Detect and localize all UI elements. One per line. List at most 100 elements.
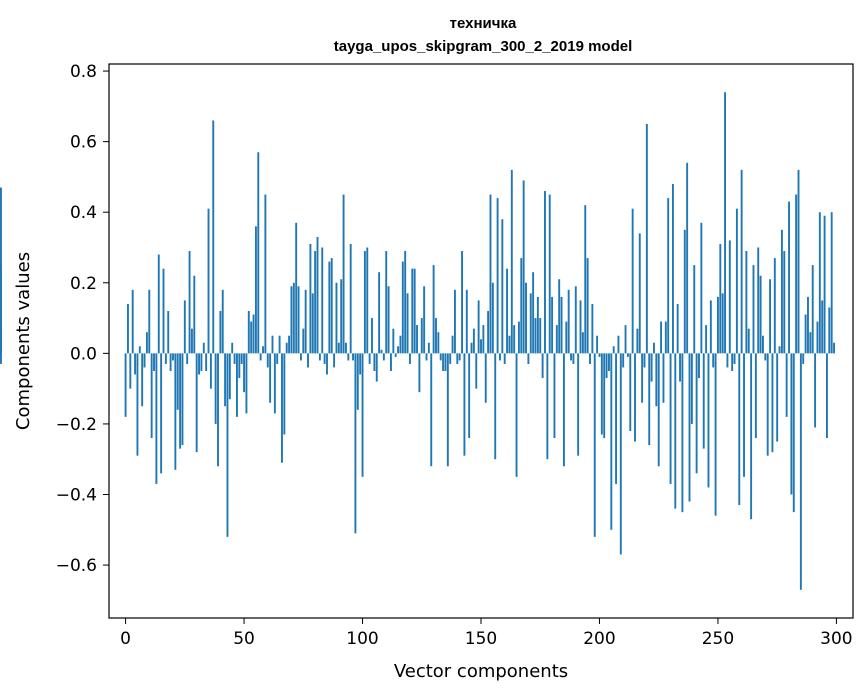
bar bbox=[574, 286, 577, 354]
bar bbox=[636, 328, 639, 354]
bar bbox=[499, 353, 501, 361]
bar bbox=[577, 353, 580, 456]
bar bbox=[392, 328, 395, 354]
x-axis-label: Vector components bbox=[394, 661, 568, 682]
bar bbox=[401, 261, 404, 354]
bar bbox=[641, 353, 644, 403]
bar bbox=[719, 243, 722, 354]
y-tick-label: −0.4 bbox=[56, 485, 97, 505]
bar bbox=[394, 353, 397, 357]
bar bbox=[484, 353, 487, 403]
bar bbox=[254, 226, 257, 354]
bar bbox=[285, 342, 288, 354]
bar bbox=[766, 353, 769, 456]
bar bbox=[385, 251, 388, 354]
bar bbox=[683, 229, 686, 354]
bar bbox=[233, 353, 236, 364]
bar bbox=[802, 353, 805, 364]
bar bbox=[209, 353, 212, 389]
bar bbox=[435, 318, 437, 354]
chart-subtitle: tayga_upos_skipgram_300_2_2019 model bbox=[334, 38, 633, 55]
bar bbox=[273, 353, 276, 414]
bar bbox=[728, 240, 731, 354]
bar bbox=[390, 353, 392, 371]
bar bbox=[427, 342, 430, 354]
bar bbox=[359, 353, 362, 375]
bar bbox=[726, 353, 729, 368]
bar bbox=[589, 353, 591, 364]
bar bbox=[207, 208, 210, 354]
bar bbox=[740, 169, 743, 354]
bar bbox=[352, 353, 354, 361]
bar bbox=[778, 346, 781, 354]
bar bbox=[721, 293, 724, 354]
bar bbox=[193, 275, 196, 354]
bar bbox=[138, 346, 141, 354]
bar bbox=[747, 328, 750, 354]
bar bbox=[292, 282, 295, 354]
bar bbox=[821, 300, 824, 354]
bar bbox=[169, 353, 172, 371]
y-tick-label: 0.6 bbox=[70, 133, 97, 153]
bar bbox=[162, 268, 165, 354]
bar bbox=[276, 353, 279, 364]
bar bbox=[432, 265, 435, 354]
bar bbox=[645, 123, 648, 354]
y-axis: −0.6 −0.4 −0.2 0.0 0.2 0.4 0.6 0.8 bbox=[56, 62, 109, 576]
bar bbox=[200, 353, 203, 371]
bar bbox=[231, 342, 234, 354]
bar bbox=[304, 289, 307, 354]
bar bbox=[157, 254, 160, 354]
bar bbox=[754, 353, 757, 439]
bar bbox=[205, 353, 208, 371]
bar bbox=[603, 353, 606, 439]
bar bbox=[453, 289, 456, 354]
bar bbox=[506, 268, 509, 354]
bar bbox=[131, 289, 134, 354]
bar bbox=[809, 332, 812, 354]
bar bbox=[716, 296, 719, 354]
bar bbox=[525, 282, 527, 354]
bar bbox=[759, 275, 762, 354]
bar bbox=[598, 353, 601, 357]
bar bbox=[262, 346, 264, 354]
bar bbox=[615, 353, 618, 484]
bar bbox=[136, 353, 139, 456]
bar bbox=[539, 318, 542, 354]
bar bbox=[458, 353, 461, 361]
bar bbox=[0, 353, 2, 364]
bar bbox=[780, 229, 783, 354]
bar bbox=[709, 300, 712, 354]
bar bbox=[179, 353, 182, 449]
bar bbox=[442, 353, 445, 371]
bar bbox=[449, 353, 452, 364]
bar bbox=[264, 194, 267, 354]
bar bbox=[735, 208, 738, 354]
bar bbox=[510, 169, 513, 354]
bar bbox=[695, 353, 698, 474]
bar bbox=[387, 286, 390, 354]
bar bbox=[368, 353, 371, 364]
bar bbox=[141, 353, 144, 407]
bar bbox=[622, 353, 625, 368]
bar bbox=[269, 353, 272, 403]
bar bbox=[558, 279, 561, 354]
bar bbox=[176, 353, 179, 410]
x-tick-label: 50 bbox=[233, 629, 255, 649]
x-tick-label: 150 bbox=[465, 629, 497, 649]
bar bbox=[657, 353, 660, 467]
bar bbox=[164, 353, 167, 364]
bar bbox=[707, 353, 710, 488]
bar bbox=[553, 353, 556, 439]
bar bbox=[380, 349, 383, 354]
bar bbox=[181, 353, 184, 446]
bar bbox=[605, 353, 608, 379]
bar bbox=[363, 251, 366, 354]
bar bbox=[660, 321, 663, 354]
bar bbox=[807, 296, 809, 354]
bar bbox=[830, 212, 833, 354]
bar bbox=[335, 282, 338, 354]
x-tick-label: 300 bbox=[820, 629, 852, 649]
y-tick-label: −0.6 bbox=[56, 556, 97, 576]
bar bbox=[0, 265, 2, 354]
